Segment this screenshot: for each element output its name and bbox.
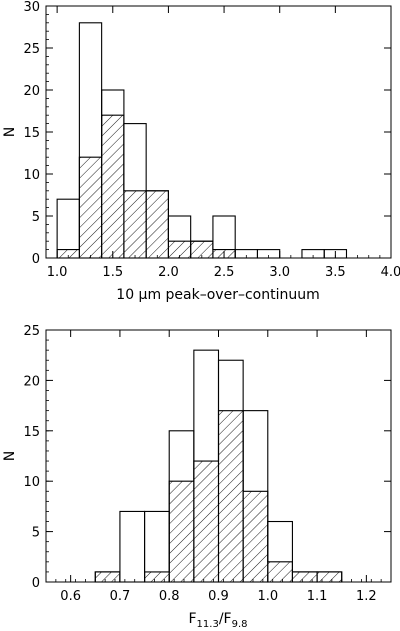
top-x-tick-label: 2.5 [214,265,235,280]
top-x-axis: 1.0 1.5 2.0 2.5 3.0 3.5 4.0 [45,6,400,280]
bottom-x-axis-label: F11.3/F9.8 [188,611,247,630]
top-y-axis-label: N [2,127,18,137]
bottom-x-label-main: F [188,611,196,627]
top-x-tick-label: 1.0 [47,265,68,280]
bottom-histogram-panel: 0.6 0.7 0.8 0.9 1.0 1.1 1.2 0 5 10 15 20 25 F11.3/F… [2,324,392,630]
bottom-y-tick-label: 10 [23,475,40,490]
top-y-tick-label: 5 [32,210,40,225]
top-x-tick-label: 3.0 [269,265,290,280]
bottom-x-tick-label: 0.7 [110,589,131,604]
bottom-x-label-sep: /F [219,611,232,627]
top-y-tick-label: 20 [23,84,40,99]
top-x-axis-label: 10 μm peak–over–continuum [116,287,319,303]
top-y-axis: 0 5 10 15 20 25 30 [23,0,391,267]
bottom-y-tick-label: 20 [23,374,40,389]
top-y-tick-label: 10 [23,168,40,183]
bottom-hatched-bar [292,571,318,582]
top-histogram-panel: 1.0 1.5 2.0 2.5 3.0 3.5 4.0 0 5 10 15 20 25 30 10 μm… [2,0,400,303]
top-hatched-bar [123,190,147,258]
bottom-x-label-sub1: 11.3 [197,619,219,630]
bottom-y-tick-label: 15 [23,425,40,440]
bottom-hatched-bar [243,491,268,582]
bottom-x-tick-label: 1.0 [257,589,278,604]
top-hatched-bar [190,241,213,258]
bottom-hatched-bar [218,410,244,582]
bottom-hatched-bar [169,481,194,582]
bottom-hatched-bar [317,571,342,582]
bottom-open-bar [267,520,293,583]
top-hatched-bar [146,190,169,258]
bottom-open-bar [119,510,146,583]
bottom-x-tick-label: 1.2 [356,589,377,604]
top-hatched-bar [57,249,80,258]
bottom-open-series [94,349,343,583]
top-x-tick-label: 4.0 [381,265,400,280]
bottom-y-tick-label: 0 [32,576,40,591]
bottom-x-tick-label: 0.6 [60,589,81,604]
top-y-tick-label: 0 [32,252,40,267]
top-y-tick-label: 15 [23,126,40,141]
top-hatched-bar [168,241,191,258]
bottom-x-axis: 0.6 0.7 0.8 0.9 1.0 1.1 1.2 [45,330,392,604]
bottom-hatched-bar [193,461,219,582]
top-x-tick-label: 3.5 [325,265,346,280]
bottom-y-axis: 0 5 10 15 20 25 [23,324,391,591]
top-y-tick-label: 25 [23,42,40,57]
bottom-hatched-bar [95,571,120,582]
bottom-y-tick-label: 25 [23,324,40,339]
top-y-tick-label: 30 [23,0,40,15]
bottom-open-bar [242,410,269,583]
top-x-tick-label: 1.5 [102,265,123,280]
bottom-y-axis-label: N [2,451,18,461]
bottom-x-tick-label: 0.8 [159,589,180,604]
top-hatched-bar [79,157,102,258]
top-hatched-bar [101,115,124,258]
bottom-x-tick-label: 0.9 [208,589,229,604]
top-x-tick-label: 2.0 [158,265,179,280]
bottom-x-tick-label: 1.1 [307,589,328,604]
top-hatched-series [56,114,391,259]
bottom-y-tick-label: 5 [32,526,40,541]
bottom-x-label-sub2: 9.8 [232,619,248,630]
bottom-hatched-bar [144,571,170,582]
bottom-hatched-bar [267,561,293,582]
